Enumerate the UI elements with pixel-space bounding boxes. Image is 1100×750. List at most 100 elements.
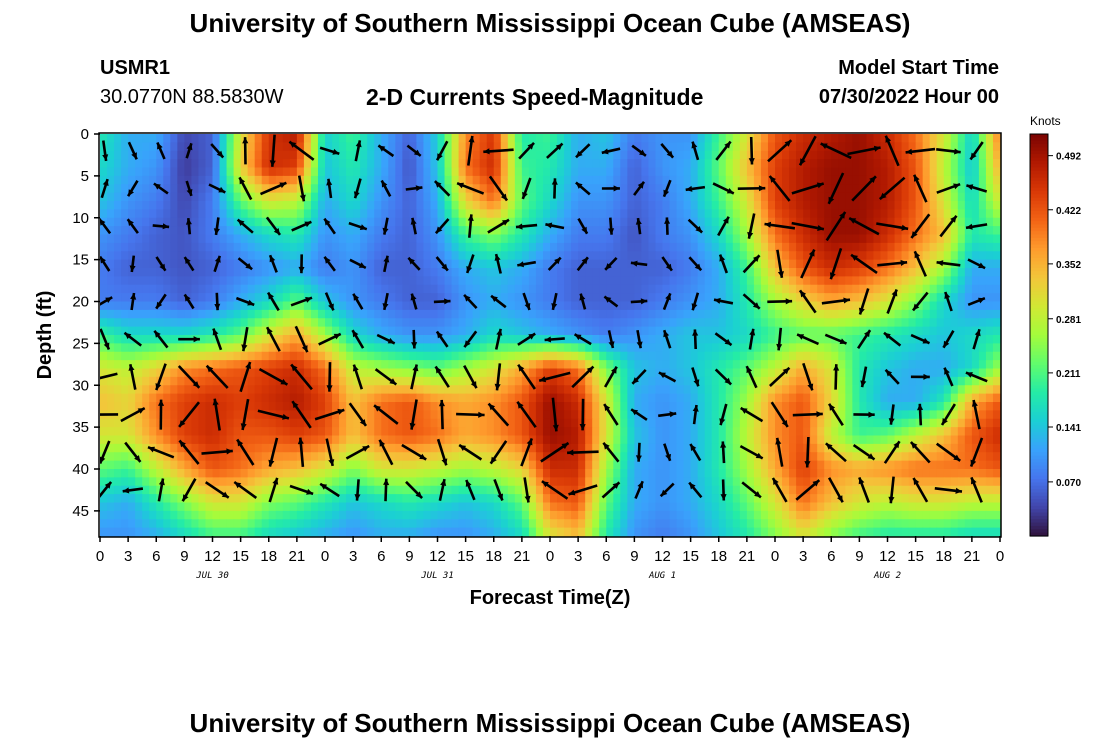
heatmap-cell	[571, 309, 579, 319]
heatmap-cell	[388, 192, 396, 202]
heatmap-cell	[578, 175, 586, 185]
heatmap-cell	[247, 268, 256, 277]
heatmap-cell	[254, 293, 263, 303]
heatmap-cell	[810, 351, 818, 361]
heatmap-cell	[458, 150, 467, 160]
heatmap-cell	[282, 326, 291, 336]
heatmap-cell	[451, 226, 460, 236]
heatmap-cell	[135, 309, 143, 319]
heatmap-cell	[388, 393, 396, 403]
heatmap-cell	[409, 201, 418, 210]
heatmap-cell	[149, 134, 157, 143]
heatmap-cell	[985, 134, 994, 143]
heatmap-cell	[149, 175, 157, 185]
heatmap-cell	[156, 167, 164, 177]
heatmap-cell	[697, 284, 706, 294]
heatmap-cell	[535, 326, 544, 336]
heatmap-cell	[247, 410, 256, 420]
heatmap-cell	[346, 309, 354, 319]
heatmap-cell	[303, 234, 312, 244]
heatmap-cell	[128, 284, 136, 294]
heatmap-cell	[971, 226, 980, 236]
heatmap-cell	[627, 268, 635, 277]
heatmap-cell	[662, 368, 671, 378]
heatmap-cell	[528, 309, 537, 319]
heatmap-cell	[578, 242, 586, 252]
heatmap-cell	[957, 192, 966, 202]
heatmap-cell	[332, 385, 340, 395]
heatmap-cell	[114, 368, 122, 378]
heatmap-cell	[254, 142, 263, 152]
heatmap-cell	[978, 142, 987, 152]
heatmap-cell	[880, 226, 889, 236]
heatmap-cell	[901, 410, 910, 420]
heatmap-cell	[627, 276, 635, 286]
heatmap-cell	[915, 234, 924, 244]
heatmap-cell	[732, 217, 741, 227]
heatmap-cell	[296, 326, 305, 336]
heatmap-cell	[367, 201, 375, 210]
heatmap-cell	[585, 134, 593, 143]
heatmap-cell	[782, 293, 790, 303]
heatmap-cell	[894, 343, 903, 353]
heatmap-cell	[711, 268, 720, 277]
heatmap-cell	[254, 167, 263, 177]
heatmap-cell	[592, 301, 600, 311]
heatmap-cell	[261, 242, 270, 252]
heatmap-cell	[317, 343, 326, 353]
heatmap-cell	[514, 376, 523, 386]
heatmap-cell	[332, 301, 340, 311]
heatmap-cell	[430, 435, 439, 445]
heatmap-cell	[760, 318, 769, 328]
heatmap-cell	[430, 175, 439, 185]
heatmap-cell	[655, 159, 664, 169]
heatmap-cell	[423, 276, 432, 286]
heatmap-cell	[423, 175, 432, 185]
heatmap-cell	[198, 150, 207, 160]
heatmap-cell	[690, 452, 699, 462]
heatmap-cell	[261, 259, 270, 269]
heatmap-cell	[268, 402, 277, 411]
heatmap-cell	[310, 175, 319, 185]
heatmap-cell	[325, 134, 333, 143]
heatmap-cell	[142, 159, 150, 169]
heatmap-cell	[240, 242, 249, 252]
heatmap-cell	[641, 343, 650, 353]
heatmap-cell	[226, 293, 235, 303]
heatmap-cell	[592, 326, 600, 336]
heatmap-cell	[402, 318, 410, 328]
heatmap-cell	[922, 167, 931, 177]
heatmap-cell	[796, 318, 804, 328]
heatmap-cell	[212, 242, 221, 252]
heatmap-cell	[198, 242, 207, 252]
heatmap-cell	[782, 234, 790, 244]
heatmap-cell	[845, 259, 853, 269]
heatmap-cell	[992, 167, 1001, 177]
heatmap-cell	[810, 318, 818, 328]
heatmap-cell	[205, 385, 214, 395]
heatmap-cell	[676, 402, 685, 411]
heatmap-cell	[950, 343, 959, 353]
heatmap-cell	[521, 368, 530, 378]
heatmap-cell	[845, 427, 853, 437]
heatmap-cell	[472, 234, 481, 244]
heatmap-cell	[753, 385, 762, 395]
heatmap-cell	[437, 150, 446, 160]
heatmap-cell	[170, 284, 178, 294]
heatmap-cell	[332, 175, 340, 185]
heatmap-cell	[676, 309, 685, 319]
heatmap-cell	[507, 167, 516, 177]
heatmap-cell	[479, 142, 488, 152]
heatmap-cell	[599, 217, 607, 227]
heatmap-cell	[775, 427, 783, 437]
heatmap-cell	[838, 343, 846, 353]
heatmap-cell	[824, 427, 832, 437]
heatmap-cell	[613, 242, 621, 252]
heatmap-cell	[437, 309, 446, 319]
heatmap-cell	[648, 326, 657, 336]
heatmap-cell	[163, 402, 171, 411]
heatmap-cell	[402, 259, 410, 269]
heatmap-cell	[303, 301, 312, 311]
heatmap-cell	[739, 150, 748, 160]
heatmap-cell	[521, 150, 530, 160]
